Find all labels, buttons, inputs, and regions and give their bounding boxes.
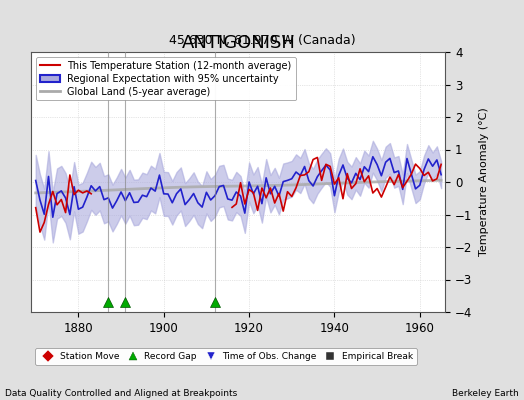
Text: Data Quality Controlled and Aligned at Breakpoints: Data Quality Controlled and Aligned at B… [5, 389, 237, 398]
Legend: Station Move, Record Gap, Time of Obs. Change, Empirical Break: Station Move, Record Gap, Time of Obs. C… [35, 348, 417, 365]
Title: ANTIGONISH: ANTIGONISH [181, 34, 296, 52]
Text: 45.630 N, 61.970 W (Canada): 45.630 N, 61.970 W (Canada) [169, 34, 355, 47]
Text: Berkeley Earth: Berkeley Earth [452, 389, 519, 398]
Y-axis label: Temperature Anomaly (°C): Temperature Anomaly (°C) [479, 108, 489, 256]
